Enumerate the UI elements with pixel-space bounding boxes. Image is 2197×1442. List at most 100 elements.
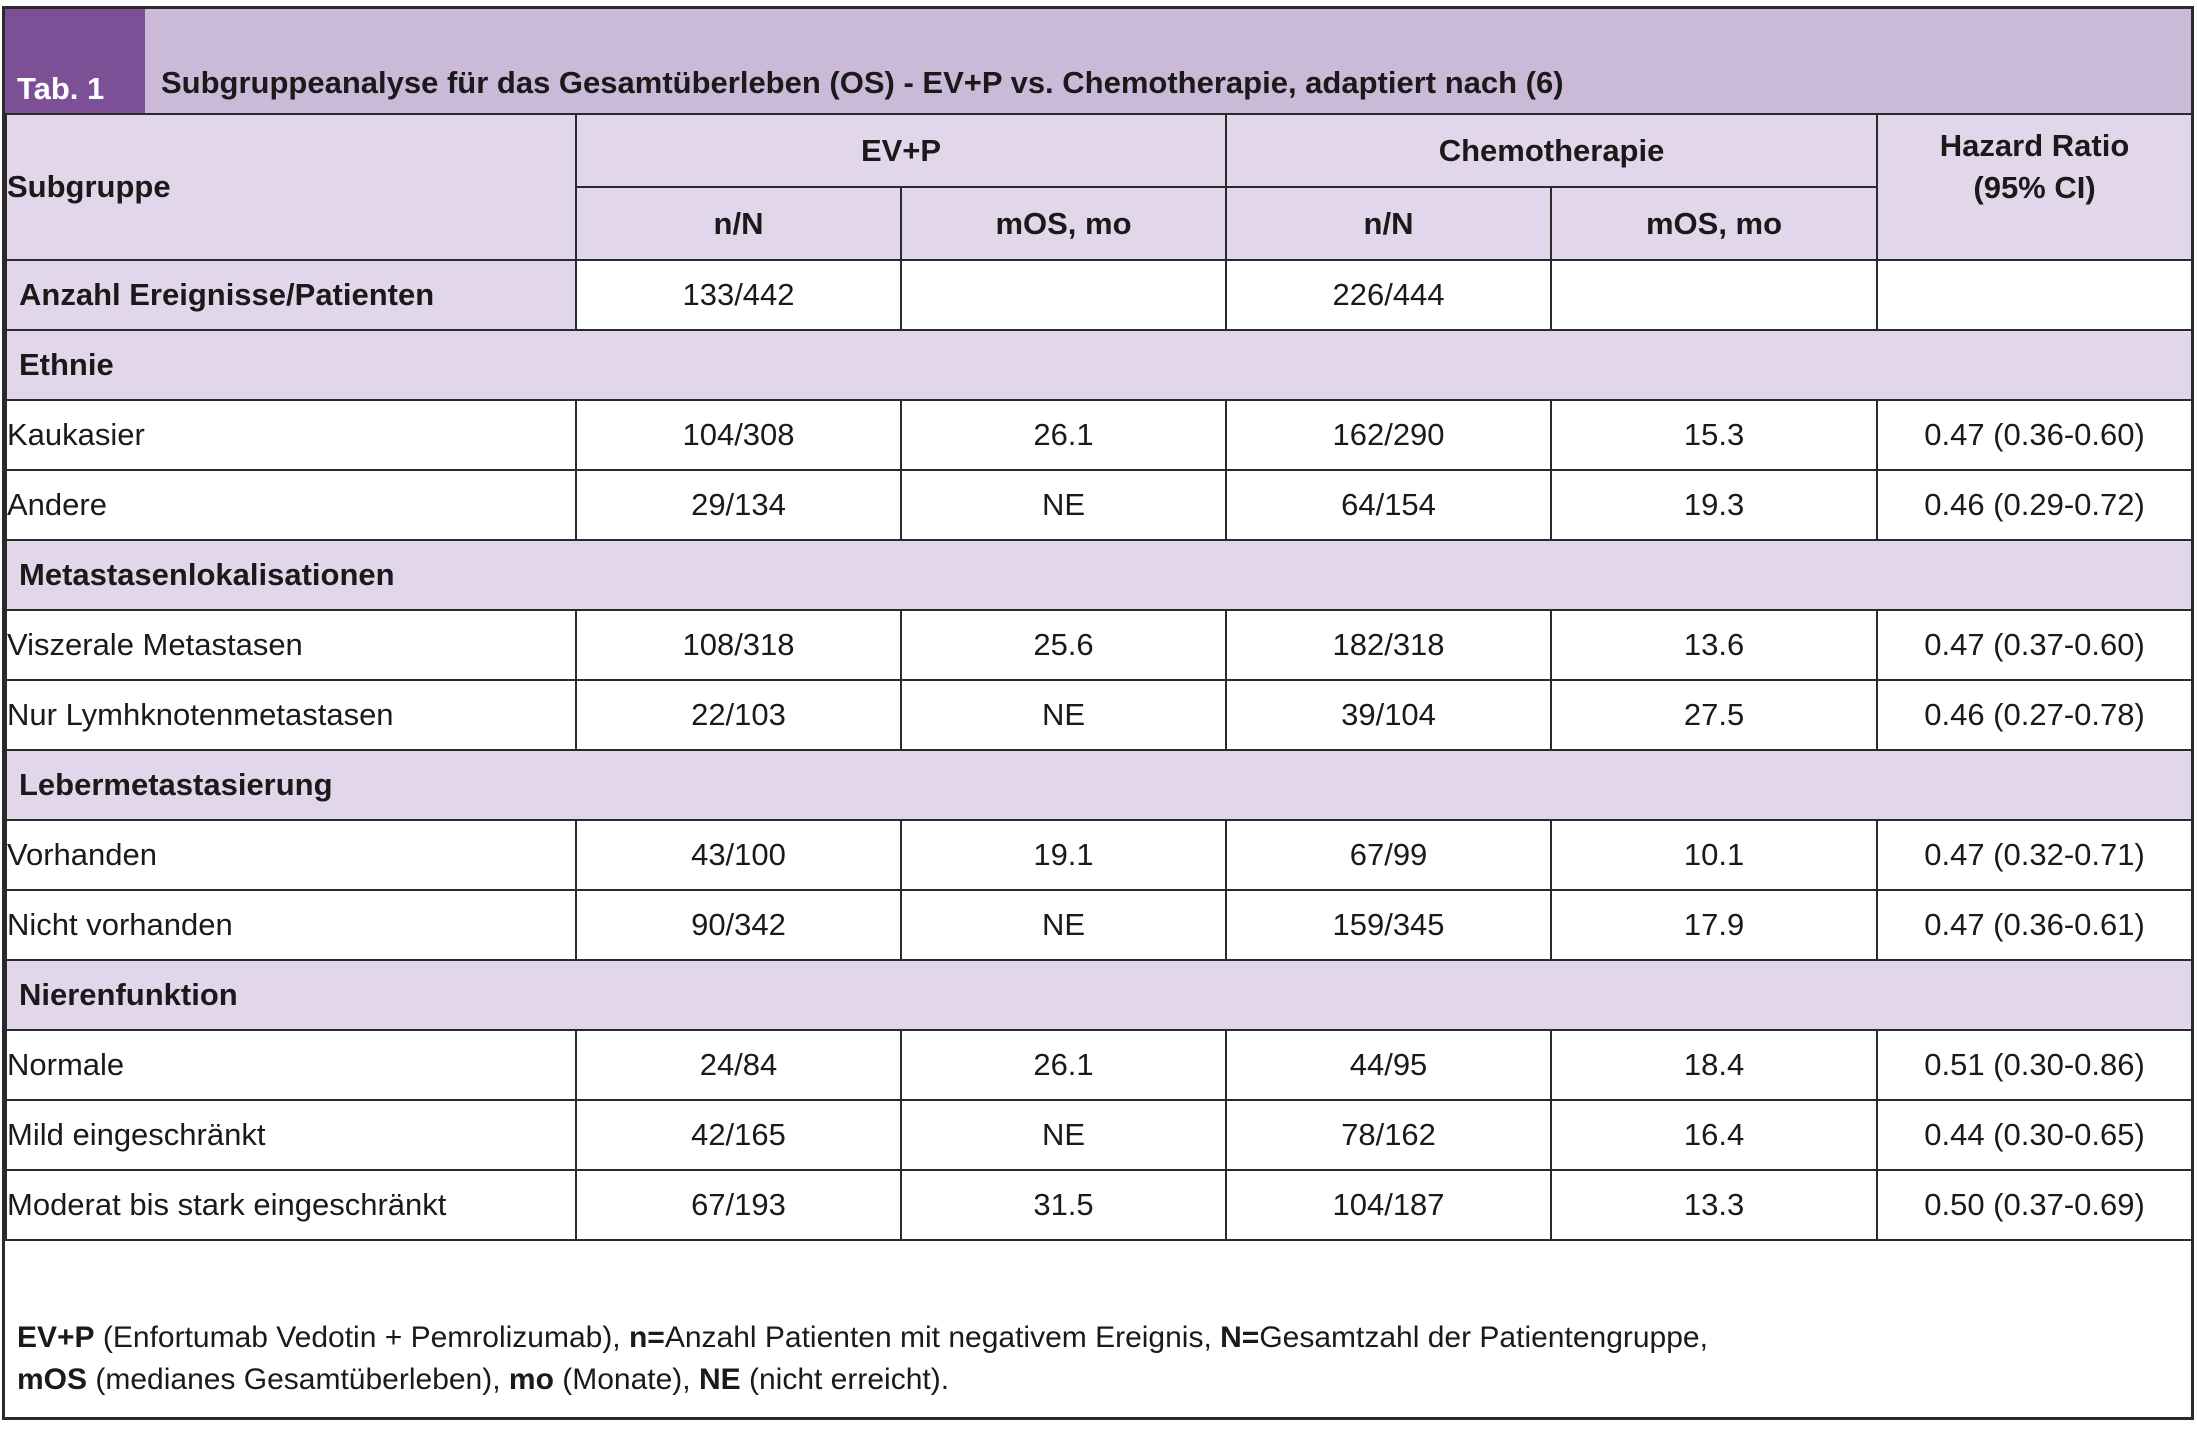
- group-b-nN: 78/162: [1225, 1099, 1553, 1171]
- hazard-ratio-header-line1: Hazard Ratio: [1939, 128, 2130, 163]
- group-a-mos: NE: [899, 679, 1228, 751]
- section-title: Metastasenlokalisationen: [5, 539, 2191, 611]
- group-b-mos: 19.3: [1550, 469, 1879, 541]
- group-b-mos: 27.5: [1550, 679, 1879, 751]
- group-b-nN: 67/99: [1225, 819, 1553, 891]
- group-a-nN: 104/308: [575, 399, 902, 471]
- subgroup-label: Viszerale Metastasen: [5, 609, 577, 681]
- table-footnote: EV+P (Enfortumab Vedotin + Pemrolizumab)…: [17, 1317, 2177, 1401]
- group-b-nN: 64/154: [1225, 469, 1553, 541]
- group-b-nN: 44/95: [1225, 1029, 1553, 1101]
- table-row: Nicht vorhanden 90/342 NE 159/345 17.9 0.47 (…: [5, 889, 2191, 961]
- hazard-ratio: 0.47 (0.32-0.71): [1876, 819, 2191, 891]
- section-title: Lebermetastasierung: [5, 749, 2191, 821]
- group-a-nN: 29/134: [575, 469, 902, 541]
- events-b-mos: [1550, 259, 1879, 331]
- hazard-ratio-header: Hazard Ratio (95% CI): [1876, 113, 2191, 261]
- footnote-term: EV+P: [17, 1321, 95, 1354]
- events-a-nN: 133/442: [575, 259, 902, 331]
- group-b-mos: 15.3: [1550, 399, 1879, 471]
- table-row: Andere 29/134 NE 64/154 19.3 0.46 (0.29-0.72): [5, 469, 2191, 541]
- group-b-nN: 39/104: [1225, 679, 1553, 751]
- subgroup-label: Normale: [5, 1029, 577, 1101]
- subgroup-header: Subgruppe: [5, 113, 577, 261]
- group-a-nN: 24/84: [575, 1029, 902, 1101]
- table-row: Vorhanden 43/100 19.1 67/99 10.1 0.47 (0.32-0…: [5, 819, 2191, 891]
- title-bar: Tab. 1 Subgruppeanalyse für das Gesamtüb…: [5, 9, 2191, 115]
- subgroup-label: Moderat bis stark eingeschränkt: [5, 1169, 577, 1241]
- section-row: Metastasenlokalisationen: [5, 539, 2191, 611]
- subgroup-label: Vorhanden: [5, 819, 577, 891]
- events-b-nN: 226/444: [1225, 259, 1553, 331]
- table-title: Subgruppeanalyse für das Gesamtüberleben…: [161, 65, 1564, 100]
- section-row: Nierenfunktion: [5, 959, 2191, 1031]
- subgroup-label: Andere: [5, 469, 577, 541]
- group-a-nN-header: n/N: [575, 186, 902, 261]
- footnote-text: (nicht erreicht).: [740, 1363, 950, 1396]
- hazard-ratio-header-line2: (95% CI): [1973, 170, 2096, 205]
- footnote-term: mOS: [17, 1363, 88, 1396]
- section-row: Lebermetastasierung: [5, 749, 2191, 821]
- group-b-nN: 104/187: [1225, 1169, 1553, 1241]
- hazard-ratio: 0.47 (0.36-0.60): [1876, 399, 2191, 471]
- group-a-mos: 19.1: [899, 819, 1228, 891]
- hazard-ratio: 0.47 (0.36-0.61): [1876, 889, 2191, 961]
- group-a-mos-header: mOS, mo: [899, 186, 1228, 261]
- footnote-term: N=: [1220, 1321, 1260, 1354]
- header-row-1: Subgruppe EV+P Chemotherapie Hazard Rati…: [5, 113, 2191, 261]
- group-b-nN-header: n/N: [1225, 186, 1553, 261]
- table-row: Viszerale Metastasen 108/318 25.6 182/318 13…: [5, 609, 2191, 681]
- footnote-text: (Monate),: [553, 1363, 699, 1396]
- events-label: Anzahl Ereignisse/Patienten: [5, 259, 577, 331]
- group-b-mos-header: mOS, mo: [1550, 186, 1879, 261]
- group-b-header: Chemotherapie: [1225, 113, 1879, 188]
- table-row: Normale 24/84 26.1 44/95 18.4 0.51 (0.30-0.86…: [5, 1029, 2191, 1101]
- group-b-mos: 13.6: [1550, 609, 1879, 681]
- hazard-ratio: 0.50 (0.37-0.69): [1876, 1169, 2191, 1241]
- table-row: Mild eingeschränkt 42/165 NE 78/162 16.4 0.44…: [5, 1099, 2191, 1171]
- events-hr: [1876, 259, 2191, 331]
- table-row: Kaukasier 104/308 26.1 162/290 15.3 0.47 (0.3…: [5, 399, 2191, 471]
- subgroup-label: Mild eingeschränkt: [5, 1099, 577, 1171]
- subgroup-label: Nur Lymhknotenmetastasen: [5, 679, 577, 751]
- group-a-mos: 26.1: [899, 399, 1228, 471]
- footnote-text: (medianes Gesamtüberleben),: [87, 1363, 509, 1396]
- hazard-ratio: 0.44 (0.30-0.65): [1876, 1099, 2191, 1171]
- hazard-ratio: 0.46 (0.27-0.78): [1876, 679, 2191, 751]
- group-a-header: EV+P: [574, 113, 1228, 188]
- section-row: Ethnie: [5, 329, 2191, 401]
- group-a-nN: 22/103: [575, 679, 902, 751]
- group-b-mos: 17.9: [1550, 889, 1879, 961]
- group-b-nN: 162/290: [1225, 399, 1553, 471]
- section-title: Ethnie: [5, 329, 2191, 401]
- hazard-ratio: 0.46 (0.29-0.72): [1876, 469, 2191, 541]
- footnote-term: n=: [628, 1321, 665, 1354]
- group-b-mos: 18.4: [1550, 1029, 1879, 1101]
- hazard-ratio: 0.51 (0.30-0.86): [1876, 1029, 2191, 1101]
- group-a-nN: 43/100: [575, 819, 902, 891]
- subgroup-label: Nicht vorhanden: [5, 889, 577, 961]
- group-a-mos: 25.6: [899, 609, 1228, 681]
- header-row-2: n/N mOS, mo n/N mOS, mo: [6, 186, 2191, 261]
- hazard-ratio: 0.47 (0.37-0.60): [1876, 609, 2191, 681]
- group-b-nN: 182/318: [1225, 609, 1553, 681]
- subgroup-table: Subgruppe EV+P Chemotherapie Hazard Rati…: [5, 113, 2191, 1241]
- footnote-term: mo: [508, 1363, 554, 1396]
- group-a-mos: 26.1: [899, 1029, 1228, 1101]
- group-a-mos: NE: [899, 469, 1228, 541]
- table-row: Nur Lymhknotenmetastasen 22/103 NE 39/104 27…: [5, 679, 2191, 751]
- group-a-nN: 67/193: [575, 1169, 902, 1241]
- group-a-mos: NE: [899, 889, 1228, 961]
- footnote-text: Gesamtzahl der Patientengruppe,: [1259, 1321, 1708, 1354]
- group-b-mos: 16.4: [1550, 1099, 1879, 1171]
- footnote-text: (Enfortumab Vedotin + Pemrolizumab),: [94, 1321, 629, 1354]
- events-a-mos: [899, 259, 1228, 331]
- section-title: Nierenfunktion: [5, 959, 2191, 1031]
- events-row: Anzahl Ereignisse/Patienten 133/442 226/…: [5, 259, 2191, 331]
- table-figure: Tab. 1 Subgruppeanalyse für das Gesamtüb…: [2, 6, 2194, 1420]
- footnote-term: NE: [698, 1363, 741, 1396]
- footnote-line-1: EV+P (Enfortumab Vedotin + Pemrolizumab)…: [17, 1317, 2177, 1359]
- group-a-mos: NE: [899, 1099, 1228, 1171]
- group-a-mos: 31.5: [899, 1169, 1228, 1241]
- group-b-nN: 159/345: [1225, 889, 1553, 961]
